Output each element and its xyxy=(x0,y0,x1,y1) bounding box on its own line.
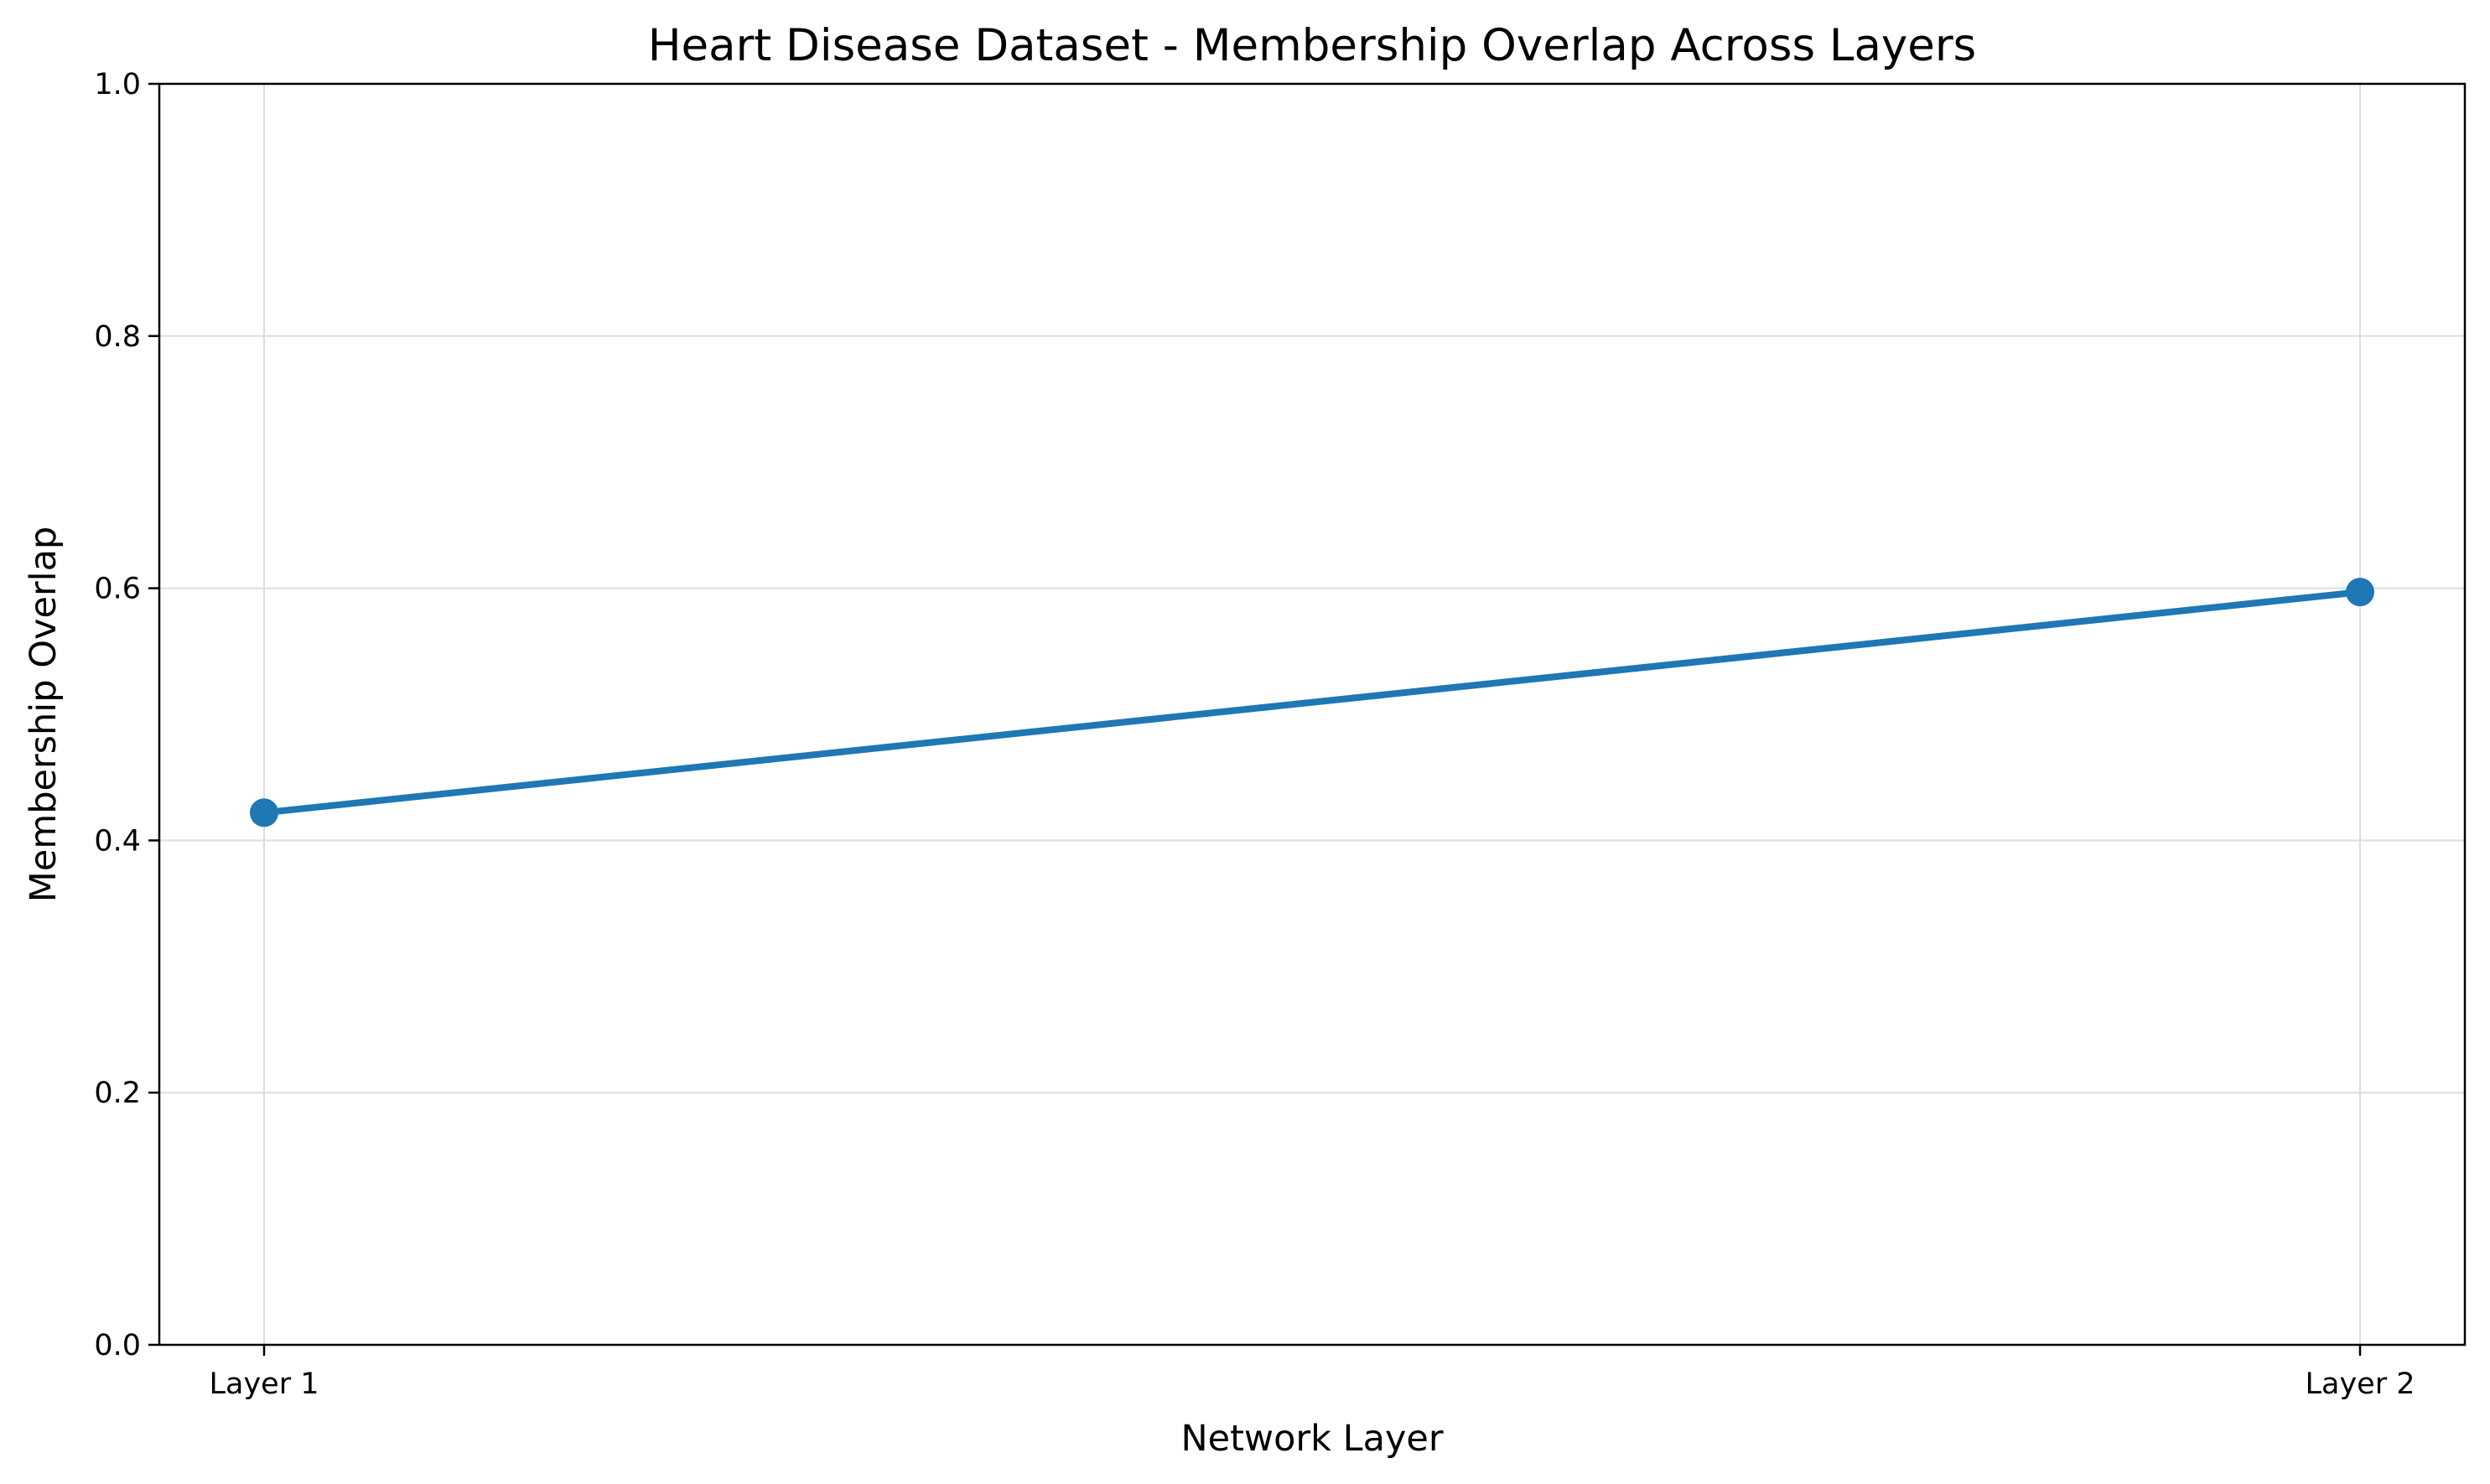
data-series xyxy=(250,578,2374,828)
y-tick-label: 1.0 xyxy=(94,68,141,101)
y-tick-label: 0.4 xyxy=(94,824,141,858)
x-tick-label: Layer 2 xyxy=(2306,1367,2415,1401)
plot-area-frame xyxy=(158,82,2467,1346)
y-tick-label: 0.6 xyxy=(94,573,141,606)
x-axis-ticks: Layer 1 Layer 2 xyxy=(210,1345,2415,1401)
x-tick-label: Layer 1 xyxy=(210,1367,319,1401)
series-line xyxy=(261,589,2363,817)
grid-lines xyxy=(159,84,2465,1345)
data-point-marker xyxy=(2346,578,2374,607)
y-axis-ticks: 0.0 0.2 0.4 0.6 0.8 1.0 xyxy=(94,68,159,1362)
data-point-marker xyxy=(250,798,278,828)
y-tick-label: 0.2 xyxy=(94,1077,141,1110)
y-tick-label: 0.8 xyxy=(94,320,141,354)
y-tick-label: 0.0 xyxy=(94,1329,141,1362)
y-axis-label: Membership Overlap xyxy=(23,527,65,902)
chart-title: Heart Disease Dataset - Membership Overl… xyxy=(648,20,1977,71)
x-axis-label: Network Layer xyxy=(1180,1418,1443,1460)
